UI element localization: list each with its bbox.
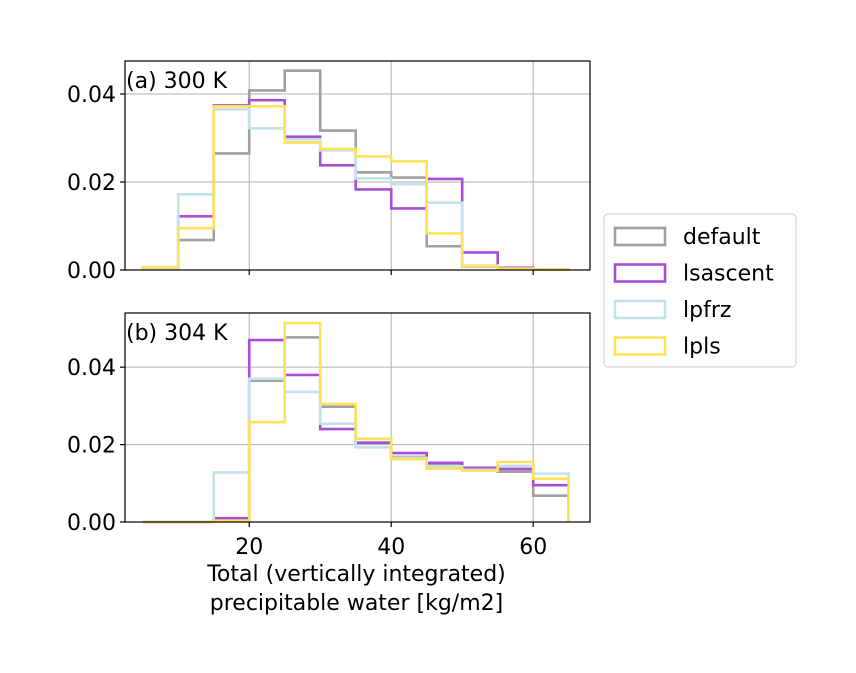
y-tick-label: 0.00 bbox=[67, 511, 116, 536]
x-tick-label: 20 bbox=[235, 535, 263, 560]
series-lsascent bbox=[141, 98, 571, 271]
x-axis-label-line: precipitable water [kg/m2] bbox=[210, 591, 503, 616]
panel-b-304k: 20 40 60 0.00 0.02 0.04 (b) 304 K Total (vertic… bbox=[67, 312, 591, 616]
y-tick-label: 0.02 bbox=[67, 434, 116, 459]
y-tick-label: 0.02 bbox=[67, 171, 116, 196]
legend: default lsascent lpfrz lpls bbox=[603, 213, 797, 368]
legend-swatch-default bbox=[613, 226, 667, 247]
series-lpfrz bbox=[142, 377, 571, 524]
y-tick-label: 0.04 bbox=[67, 356, 116, 381]
x-tick-label: 60 bbox=[519, 535, 547, 560]
axes-frame bbox=[124, 312, 591, 523]
legend-swatch-lsascent bbox=[613, 263, 667, 283]
x-tick-label: 40 bbox=[377, 535, 405, 560]
series-lpls bbox=[141, 105, 571, 271]
x-axis-label-line: Total (vertically integrated) bbox=[206, 562, 506, 587]
series-lpls bbox=[142, 321, 571, 524]
y-tick-label: 0.04 bbox=[67, 83, 116, 108]
panel-a-300k: 0.00 0.02 0.04 (a) 300 K bbox=[67, 60, 591, 284]
y-tick-label: 0.00 bbox=[67, 259, 116, 284]
legend-label-default: default bbox=[683, 225, 761, 250]
series-lsascent bbox=[142, 338, 571, 524]
legend-label-lpls: lpls bbox=[683, 335, 721, 360]
legend-label-lpfrz: lpfrz bbox=[683, 298, 731, 323]
panel-label: (b) 304 K bbox=[126, 321, 228, 346]
panel-label: (a) 300 K bbox=[126, 69, 228, 94]
legend-swatch-lpfrz bbox=[613, 299, 667, 320]
axes-frame bbox=[124, 60, 591, 271]
legend-swatch-lpls bbox=[613, 336, 667, 356]
legend-box bbox=[603, 213, 797, 368]
legend-label-lsascent: lsascent bbox=[683, 262, 774, 287]
